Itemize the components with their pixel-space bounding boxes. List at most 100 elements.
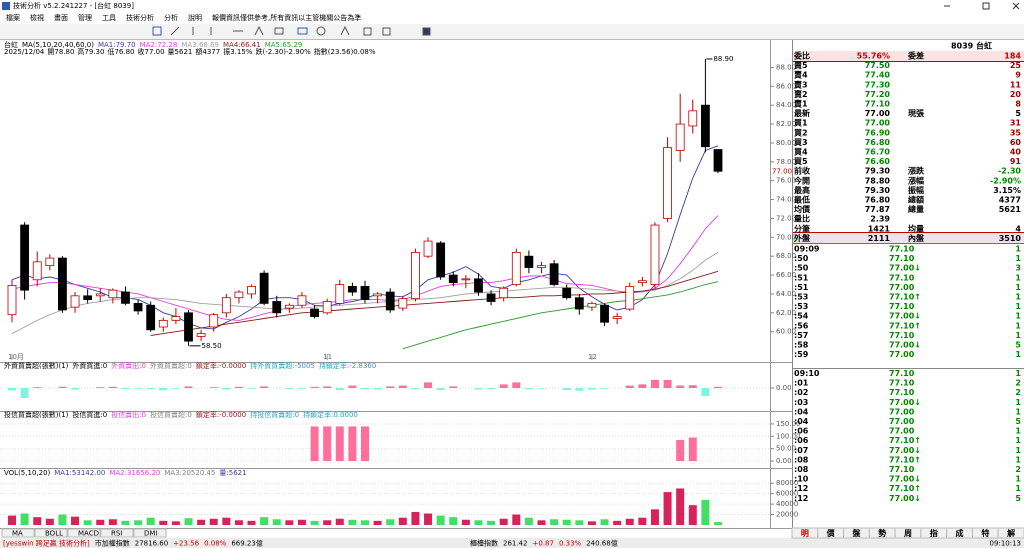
bar <box>310 426 319 462</box>
chart-tab-label[interactable]: MACD <box>78 530 99 538</box>
candle-body <box>234 291 244 299</box>
bar <box>285 520 294 525</box>
candle-body <box>7 285 17 316</box>
quote-tab-label[interactable]: 價 <box>826 528 836 538</box>
menu-item[interactable]: 檢視 <box>30 13 44 22</box>
row-value: 5 <box>1015 109 1021 118</box>
bar <box>512 382 521 388</box>
bar <box>146 517 155 525</box>
bar <box>487 388 496 390</box>
content: 檔案 檢視 畫面 管理 工具 技術分析 分析 說明 報價資訊僅供參考,所有資訊以主管機關公告為準… <box>0 13 1024 548</box>
ma-line <box>402 281 719 350</box>
menu-item[interactable]: 管理 <box>78 13 92 22</box>
chart-tab-label[interactable]: MA <box>12 530 23 538</box>
tool-circle[interactable] <box>316 26 326 36</box>
candle-body <box>133 302 143 312</box>
row-value: 55.76% <box>857 52 890 61</box>
bar <box>487 520 496 525</box>
menu-item[interactable]: 工具 <box>102 14 116 22</box>
row-price: 77.50 <box>865 61 891 70</box>
tick-price: 77.10 <box>889 331 915 340</box>
tick-qty: 1 <box>1015 321 1021 330</box>
tool-color[interactable] <box>363 27 372 36</box>
chart-tab-label[interactable]: DMI <box>144 530 158 538</box>
bar <box>550 519 559 525</box>
row-label: 買4 <box>794 148 808 157</box>
y-tick-label: 0.00 <box>776 457 792 465</box>
close[interactable] <box>1012 2 1020 10</box>
window-controls[interactable] <box>944 2 1020 10</box>
menu-item[interactable]: 說明 <box>188 13 202 22</box>
bar <box>71 388 80 390</box>
quote-tab-label[interactable]: 勢 <box>878 528 886 538</box>
title-bar <box>0 0 1024 12</box>
quote-info: 收77.00 <box>138 47 165 56</box>
y-tick-label: 50.00 <box>776 445 796 453</box>
chart-tab[interactable] <box>100 528 134 538</box>
menu-item[interactable]: 畫面 <box>54 13 68 22</box>
tick-qty: 1 <box>1015 484 1021 493</box>
quote-tab-label[interactable]: 特 <box>981 528 989 538</box>
bar <box>436 515 445 525</box>
tool-box[interactable] <box>297 27 308 35</box>
app-icon <box>2 2 10 10</box>
quote-tab-label[interactable]: 周 <box>904 529 912 538</box>
chart-title: MA(5,10,20,40,60,0) <box>22 41 94 49</box>
row-label: 買3 <box>794 138 808 147</box>
chart-tab[interactable] <box>133 528 167 538</box>
quote-tab-label[interactable]: 明 <box>801 529 809 538</box>
y-tick-label: 78.00 <box>776 158 796 166</box>
tool-text[interactable] <box>340 25 350 36</box>
tool-rect[interactable] <box>274 27 284 35</box>
bar <box>45 518 54 525</box>
chart-tab-label[interactable]: RSI <box>111 530 122 538</box>
legend-entry: 外資買賣超(張數)(1) <box>4 361 69 370</box>
candle-body <box>423 240 433 257</box>
y-tick-label: 80000 <box>776 479 798 487</box>
candle-body <box>612 316 622 319</box>
quote-tab[interactable] <box>997 527 1024 539</box>
quote-tab-label[interactable]: 解 <box>1007 528 1015 538</box>
tick-qty: 2 <box>1015 388 1021 397</box>
clock: 09:10:13 <box>990 540 1021 548</box>
chart-tab[interactable] <box>67 528 101 538</box>
ma-line <box>150 270 719 336</box>
bar <box>714 386 722 388</box>
legend-entry: 持投信買賣超:0 <box>250 410 299 419</box>
menu-item[interactable]: 分析 <box>164 13 178 22</box>
tick-time: :12 <box>794 484 808 493</box>
tool-fib[interactable] <box>254 25 264 36</box>
tick-time: :53 <box>794 302 808 311</box>
candle-body <box>461 278 471 281</box>
bar <box>398 385 407 388</box>
quote-tab-label[interactable]: 盤 <box>851 528 861 538</box>
tool-line[interactable] <box>170 26 180 36</box>
maximize[interactable] <box>982 2 990 10</box>
candle-body <box>436 242 446 278</box>
legend-entry: 投信買進:0 <box>72 410 107 419</box>
chart-tab[interactable] <box>1 528 35 538</box>
row-price: 76.60 <box>865 157 891 166</box>
bar <box>575 520 584 525</box>
chart-tab-label[interactable]: BOLL <box>45 530 63 538</box>
tool-save[interactable] <box>422 27 431 36</box>
tick-qty: 1 <box>1015 407 1021 416</box>
quote-tab-label[interactable]: 指 <box>930 528 938 538</box>
tool-cursor[interactable] <box>152 26 162 36</box>
quote-tab-label[interactable]: 成 <box>956 528 964 538</box>
menu-item[interactable]: 技術分析 <box>126 13 154 22</box>
tick-time: :07 <box>794 446 808 455</box>
chart-tab[interactable] <box>34 528 68 538</box>
tool-fill[interactable] <box>382 27 391 36</box>
menu-item[interactable]: 報價資訊僅供參考,所有資訊以主管機關公告為準 <box>212 13 361 22</box>
menu-item[interactable]: 檔案 <box>6 13 20 22</box>
y-tick-label: 60000 <box>776 490 798 498</box>
bar <box>676 440 685 462</box>
row-label: 今開 <box>793 175 810 185</box>
ratio-row-bg <box>793 51 1024 61</box>
y-tick-label: 100.00 <box>776 432 801 440</box>
bar <box>373 520 382 525</box>
status-bar <box>0 538 1024 548</box>
candle-body <box>310 308 319 317</box>
bar <box>33 517 42 525</box>
